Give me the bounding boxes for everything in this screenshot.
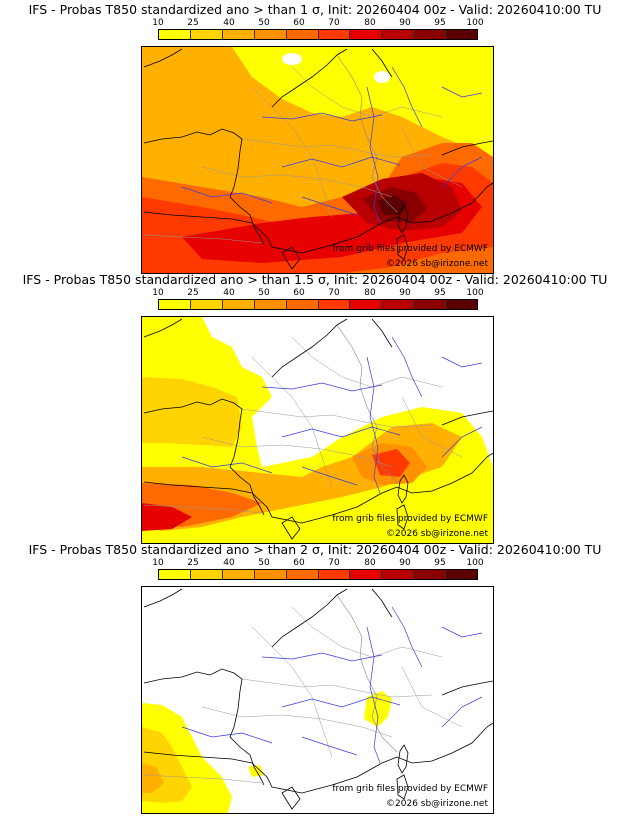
- colorbar-swatch: [159, 30, 191, 39]
- colorbar: [158, 299, 478, 310]
- panel-3: IFS - Probas T850 standardized ano > tha…: [0, 542, 630, 814]
- colorbar-swatch: [286, 30, 319, 39]
- panel-title: IFS - Probas T850 standardized ano > tha…: [28, 2, 602, 17]
- copyright-credit: ©2026 sb@irizone.net: [386, 799, 488, 809]
- colorbar-swatch: [382, 300, 415, 309]
- colorbar-swatch: [159, 300, 191, 309]
- colorbar-swatch: [382, 30, 415, 39]
- colorbar-label: 25: [187, 288, 199, 298]
- colorbar-label: 50: [258, 558, 270, 568]
- probability-map: from grib files provided by ECMWF ©2026 …: [141, 586, 494, 814]
- colorbar-label: 40: [223, 288, 235, 298]
- copyright-credit: ©2026 sb@irizone.net: [386, 259, 488, 269]
- colorbar: [158, 29, 478, 40]
- colorbar-label: 80: [364, 288, 376, 298]
- colorbar-label: 10: [152, 288, 164, 298]
- colorbar-label: 10: [152, 558, 164, 568]
- colorbar-swatch: [254, 30, 287, 39]
- colorbar-swatch: [414, 30, 447, 39]
- colorbar-label: 40: [223, 18, 235, 28]
- colorbar-swatch: [318, 30, 351, 39]
- colorbar-swatch: [222, 30, 255, 39]
- colorbar-swatch: [382, 570, 415, 579]
- colorbar-label: 100: [466, 18, 484, 28]
- colorbar-swatch: [159, 570, 191, 579]
- colorbar-label: 90: [399, 18, 411, 28]
- colorbar-label: 60: [293, 18, 305, 28]
- colorbar-label: 25: [187, 558, 199, 568]
- colorbar-swatch: [350, 570, 383, 579]
- colorbar-swatch: [222, 570, 255, 579]
- colorbar-swatch: [222, 300, 255, 309]
- panel-title: IFS - Probas T850 standardized ano > tha…: [28, 542, 602, 557]
- colorbar-label: 50: [258, 18, 270, 28]
- colorbar-swatch: [446, 300, 478, 309]
- colorbar-swatch: [254, 570, 287, 579]
- colorbar-swatch: [318, 300, 351, 309]
- colorbar-label: 50: [258, 288, 270, 298]
- colorbar-label: 90: [399, 558, 411, 568]
- colorbar-label: 70: [328, 18, 340, 28]
- colorbar-label: 40: [223, 558, 235, 568]
- source-credit: from grib files provided by ECMWF: [332, 784, 488, 794]
- colorbar-labels: 10 25 40 50 60 70 80 90 95 100: [152, 18, 483, 29]
- probability-map: from grib files provided by ECMWF ©2026 …: [141, 46, 494, 274]
- colorbar-label: 95: [434, 558, 446, 568]
- colorbar-swatch: [446, 570, 478, 579]
- colorbar-label: 25: [187, 18, 199, 28]
- source-credit: from grib files provided by ECMWF: [332, 244, 488, 254]
- colorbar-swatch: [286, 570, 319, 579]
- colorbar-swatch: [190, 300, 223, 309]
- colorbar-label: 80: [364, 18, 376, 28]
- colorbar-label: 60: [293, 288, 305, 298]
- colorbar-swatch: [350, 300, 383, 309]
- colorbar-swatch: [190, 30, 223, 39]
- colorbar-label: 100: [466, 558, 484, 568]
- colorbar-label: 95: [434, 18, 446, 28]
- colorbar-swatch: [254, 300, 287, 309]
- probability-map: from grib files provided by ECMWF ©2026 …: [141, 316, 494, 544]
- copyright-credit: ©2026 sb@irizone.net: [386, 529, 488, 539]
- source-credit: from grib files provided by ECMWF: [332, 514, 488, 524]
- colorbar-swatch: [350, 30, 383, 39]
- colorbar-label: 95: [434, 288, 446, 298]
- colorbar-label: 60: [293, 558, 305, 568]
- colorbar-label: 80: [364, 558, 376, 568]
- colorbar-labels: 10 25 40 50 60 70 80 90 95 100: [152, 288, 483, 299]
- colorbar-labels: 10 25 40 50 60 70 80 90 95 100: [152, 558, 483, 569]
- colorbar-swatch: [190, 570, 223, 579]
- colorbar-label: 10: [152, 18, 164, 28]
- colorbar-label: 70: [328, 288, 340, 298]
- colorbar-swatch: [286, 300, 319, 309]
- panel-2: IFS - Probas T850 standardized ano > tha…: [0, 272, 630, 544]
- colorbar-swatch: [414, 300, 447, 309]
- panel-title: IFS - Probas T850 standardized ano > tha…: [22, 272, 608, 287]
- colorbar-label: 70: [328, 558, 340, 568]
- colorbar-swatch: [446, 30, 478, 39]
- colorbar: [158, 569, 478, 580]
- colorbar-swatch: [318, 570, 351, 579]
- colorbar-label: 100: [466, 288, 484, 298]
- colorbar-label: 90: [399, 288, 411, 298]
- panel-1: IFS - Probas T850 standardized ano > tha…: [0, 2, 630, 274]
- colorbar-swatch: [414, 570, 447, 579]
